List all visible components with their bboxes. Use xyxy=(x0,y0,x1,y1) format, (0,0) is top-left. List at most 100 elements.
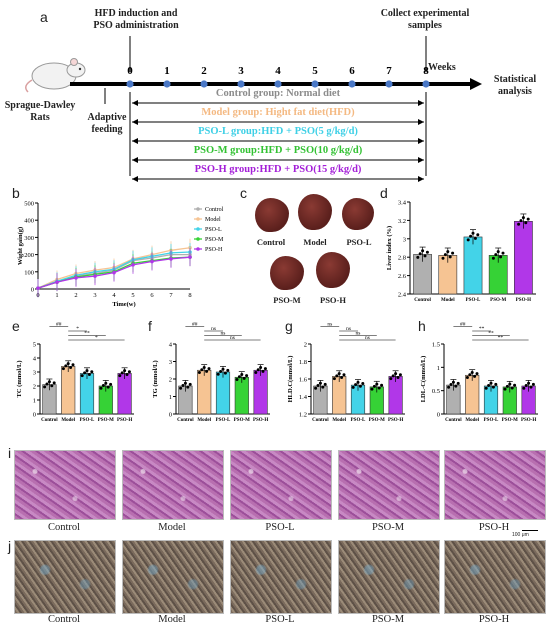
x-tick-label: PSO-M xyxy=(369,418,385,423)
data-point xyxy=(125,373,129,377)
x-tick-label: Control xyxy=(445,418,462,423)
data-point xyxy=(332,377,336,381)
bar-pso-h xyxy=(514,221,533,295)
data-point xyxy=(418,252,422,256)
data-point xyxy=(456,381,460,385)
data-point xyxy=(370,387,374,391)
oro-caption-control: Control xyxy=(47,614,81,625)
data-point xyxy=(524,221,528,225)
significance-label: ns xyxy=(327,322,332,328)
he-micrograph-model xyxy=(122,450,224,520)
oro-caption-pso-h: PSO-H xyxy=(478,614,510,625)
data-point xyxy=(314,386,318,390)
x-tick-label: 7 xyxy=(169,292,173,299)
data-point xyxy=(45,382,49,386)
week-dot xyxy=(311,80,319,88)
data-point xyxy=(87,373,91,377)
data-point xyxy=(242,376,246,380)
y-tick-label: 1 xyxy=(33,398,36,405)
y-tick-label: 5 xyxy=(33,342,36,349)
data-point xyxy=(52,381,56,385)
x-tick-label: Model xyxy=(61,418,75,423)
group-label: Control group: Normal diet xyxy=(215,88,341,99)
x-tick-label: PSO-H xyxy=(388,418,403,423)
significance-label: ** xyxy=(488,331,494,337)
data-point xyxy=(188,255,192,259)
week-dot xyxy=(274,80,282,88)
group-label: Model group: Hight fat diet(HFD) xyxy=(201,107,355,118)
x-tick-label: 1 xyxy=(55,292,58,299)
y-tick-label: 3.2 xyxy=(398,218,406,225)
x-tick-label: PSO-M xyxy=(98,418,114,423)
data-point xyxy=(127,370,131,374)
data-point xyxy=(43,385,47,389)
week-tick-label: 7 xyxy=(386,65,392,77)
data-point xyxy=(69,366,73,370)
significance-label: ns xyxy=(230,335,235,341)
data-point xyxy=(226,368,230,372)
data-point xyxy=(36,286,40,290)
data-point xyxy=(354,383,358,387)
data-point xyxy=(396,375,400,379)
oro-caption-model: Model xyxy=(158,614,186,625)
liver-index-chart: 2.4 2.6 2.8 3 3.2 3.4 Liver index (%) Control Mo… xyxy=(386,200,536,303)
x-tick-label: PSO-L xyxy=(216,418,231,423)
data-point xyxy=(47,380,51,384)
data-point xyxy=(64,364,68,368)
significance-label: ## xyxy=(56,322,62,328)
he-micrograph-control xyxy=(14,450,116,520)
bar-model xyxy=(197,369,212,415)
oro-micrograph-pso-l xyxy=(230,540,332,614)
y-tick-label: 1 xyxy=(169,394,172,401)
data-point xyxy=(454,384,458,388)
bar-model xyxy=(465,374,480,415)
y-tick-label: 2 xyxy=(169,377,172,384)
y-tick-label: 4 xyxy=(33,356,37,363)
rat-label: Sprague-Dawley Rats xyxy=(4,100,76,123)
he-micrograph-pso-l xyxy=(230,450,332,520)
data-point xyxy=(372,384,376,388)
y-tick-label: 1.2 xyxy=(299,412,307,419)
x-tick-label: PSO-H xyxy=(516,298,531,303)
y-tick-label: 0 xyxy=(437,412,440,419)
liver-label-control: Control xyxy=(256,237,286,247)
y-tick-label: 0 xyxy=(33,412,36,419)
data-point xyxy=(66,362,70,366)
x-tick-label: 6 xyxy=(150,292,154,299)
timeline-panel: HFD induction and PSO administration Col… xyxy=(0,0,550,185)
legend-marker xyxy=(196,227,200,231)
x-tick-label: PSO-L xyxy=(80,418,95,423)
legend-entry: Control xyxy=(205,207,224,213)
x-tick-label: PSO-M xyxy=(502,418,518,423)
data-point xyxy=(489,381,493,385)
data-point xyxy=(425,250,429,254)
y-tick-label: 0.5 xyxy=(432,388,440,395)
data-point xyxy=(527,381,531,385)
panel-label-j: j xyxy=(8,538,12,554)
legend-entry: PSO-H xyxy=(205,247,223,253)
data-point xyxy=(131,263,135,267)
week-tick-label: 6 xyxy=(349,65,355,77)
data-point xyxy=(531,382,535,386)
data-point xyxy=(380,383,384,387)
scale-bar-label: 100 μm xyxy=(512,532,529,538)
adaptive-feeding-label: Adaptive feeding xyxy=(87,112,127,135)
data-point xyxy=(465,376,469,380)
data-point xyxy=(517,222,521,226)
panel-label-f: f xyxy=(148,318,152,334)
panel-label-b: b xyxy=(12,185,20,201)
data-point xyxy=(323,382,327,386)
significance-label: ns xyxy=(221,331,226,337)
oro-micrograph-control xyxy=(14,540,116,614)
panel-label-a: a xyxy=(40,9,48,25)
significance-label: ns xyxy=(346,326,351,332)
x-tick-label: 8 xyxy=(188,292,191,299)
y-tick-label: 3 xyxy=(403,236,406,243)
data-point xyxy=(169,257,173,261)
timeline-axis: 0 1 2 3 4 5 6 7 8 xyxy=(70,36,482,182)
timeline-start-label: HFD induction and PSO administration xyxy=(93,8,179,31)
data-point xyxy=(470,370,474,374)
x-tick-label: 2 xyxy=(74,292,77,299)
data-point xyxy=(524,383,528,387)
x-tick-label: Control xyxy=(41,418,58,423)
